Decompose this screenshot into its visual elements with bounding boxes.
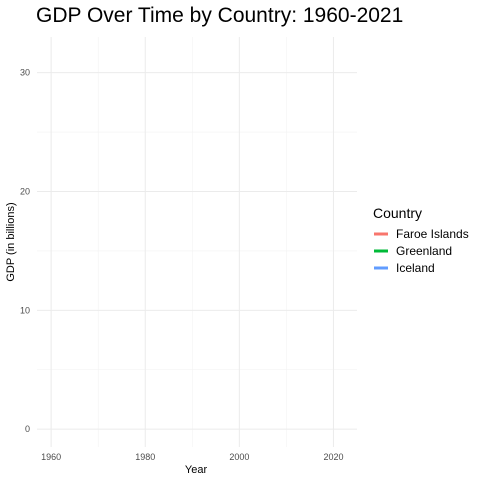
- x-axis-title: Year: [185, 464, 208, 476]
- y-axis-title: GDP (in billions): [5, 202, 17, 281]
- minor-gridlines: [37, 37, 357, 447]
- legend: Country Faroe Islands Greenland Iceland: [373, 205, 469, 275]
- x-tick-label: 1960: [41, 452, 61, 462]
- legend-label: Faroe Islands: [396, 227, 469, 241]
- y-tick-label: 0: [25, 424, 30, 434]
- x-tick-label: 1980: [135, 452, 155, 462]
- legend-label: Iceland: [396, 261, 435, 275]
- legend-items: Faroe Islands Greenland Iceland: [374, 227, 469, 275]
- x-tick-label: 2020: [323, 452, 343, 462]
- plot-area: [37, 37, 357, 447]
- y-tick-label: 30: [20, 68, 30, 78]
- y-tick-label: 10: [20, 305, 30, 315]
- major-gridlines: [37, 37, 357, 447]
- y-axis-tick-labels: 0 10 20 30: [20, 68, 30, 435]
- legend-title: Country: [373, 205, 422, 221]
- y-tick-label: 20: [20, 186, 30, 196]
- x-tick-label: 2000: [229, 452, 249, 462]
- legend-label: Greenland: [396, 244, 452, 258]
- x-axis-tick-labels: 1960 1980 2000 2020: [41, 452, 343, 462]
- chart-title: GDP Over Time by Country: 1960-2021: [36, 4, 403, 27]
